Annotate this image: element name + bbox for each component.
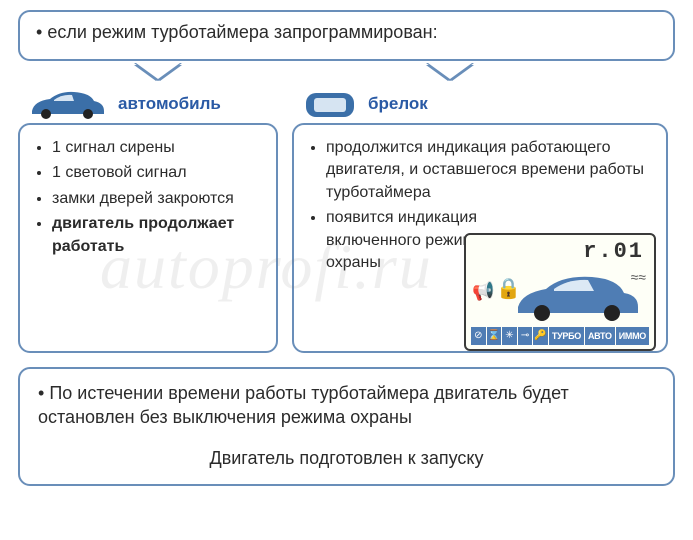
lcd-display: r.01 📢 🔒 ≈≈ ⊘ <box>464 233 656 351</box>
column-fob-title: брелок <box>368 94 428 114</box>
list-item: продолжится индикация работающего двигат… <box>326 137 652 204</box>
lcd-digits: r.01 <box>583 237 644 268</box>
header-box: • если режим турботаймера запрограммиров… <box>18 10 675 61</box>
lcd-status-icon: ⌛ <box>487 327 502 345</box>
car-list: 1 сигнал сирены 1 световой сигнал замки … <box>34 137 262 258</box>
columns: автомобиль 1 сигнал сирены 1 световой си… <box>18 87 675 353</box>
fob-item-text: появится индикация включенного режима ох… <box>326 207 486 274</box>
arrow-down-right <box>428 63 472 79</box>
lcd-status-icon: ⊘ <box>471 327 486 345</box>
column-fob-body: продолжится индикация работающего двигат… <box>292 123 668 353</box>
column-fob: брелок продолжится индикация работающего… <box>292 87 668 353</box>
list-item: 1 сигнал сирены <box>52 137 262 159</box>
list-item: двигатель продолжает работать <box>52 213 262 258</box>
footer-sub-text: Двигатель подготовлен к запуску <box>38 446 655 470</box>
list-item: 1 световой сигнал <box>52 162 262 184</box>
list-item: замки дверей закроются <box>52 188 262 210</box>
arrows-row <box>18 65 675 93</box>
arrow-down-left <box>136 63 180 79</box>
header-text: если режим турботаймера запрограммирован… <box>47 22 437 42</box>
footer-main-text: По истечении времени работы турботаймера… <box>38 383 569 427</box>
column-car: автомобиль 1 сигнал сирены 1 световой си… <box>18 87 278 353</box>
footer-box: • По истечении времени работы турботайме… <box>18 367 675 486</box>
lcd-car-icon <box>514 267 644 330</box>
smoke-icon: ≈≈ <box>631 273 646 281</box>
horn-icon: 📢 <box>472 279 494 304</box>
column-car-title: автомобиль <box>118 94 221 114</box>
lcd-top-row: r.01 <box>470 239 650 265</box>
lcd-middle: 📢 🔒 ≈≈ <box>470 265 650 327</box>
column-car-body: 1 сигнал сирены 1 световой сигнал замки … <box>18 123 278 353</box>
